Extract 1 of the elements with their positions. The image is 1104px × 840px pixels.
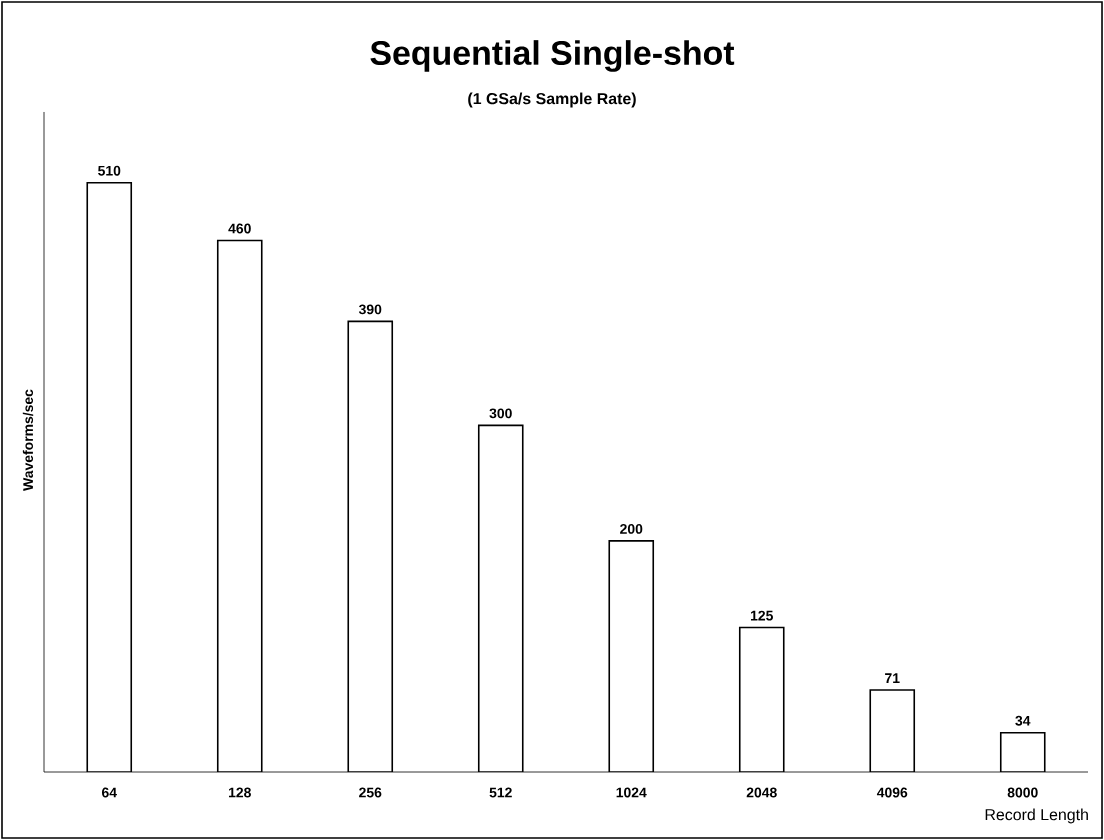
chart-title: Sequential Single-shot <box>370 40 735 72</box>
